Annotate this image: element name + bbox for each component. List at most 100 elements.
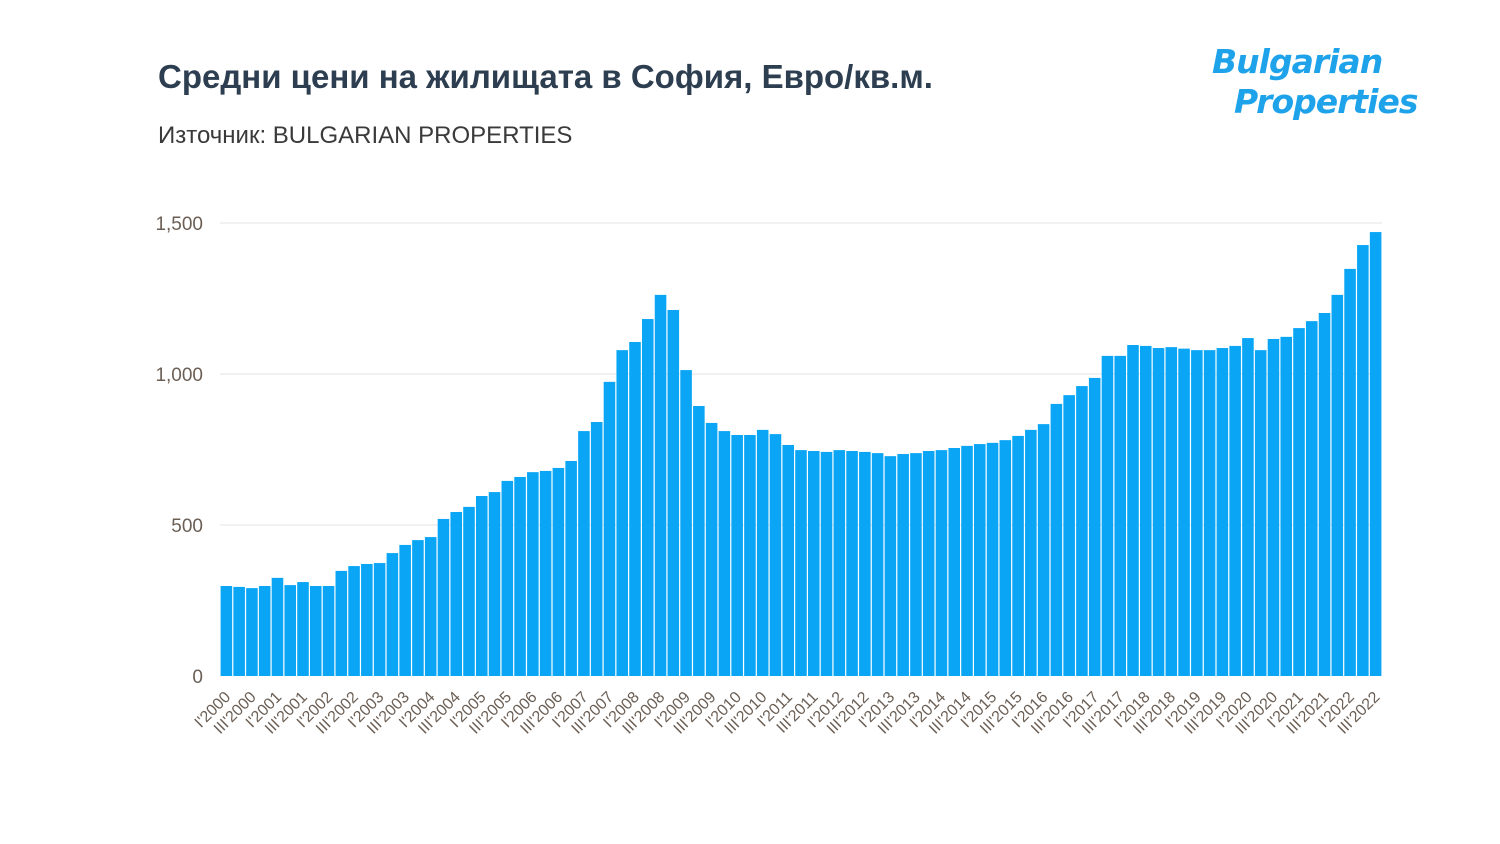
y-tick-label: 1,000 <box>155 365 203 386</box>
bar <box>450 512 463 676</box>
bar <box>335 570 348 676</box>
bar <box>322 586 335 676</box>
bar <box>603 381 616 676</box>
bar <box>578 431 590 676</box>
bar <box>1254 350 1267 676</box>
bar <box>590 422 603 676</box>
bar <box>1344 268 1356 676</box>
bar <box>986 442 999 676</box>
bar <box>897 454 909 676</box>
bar <box>1178 348 1190 676</box>
bar <box>1267 338 1280 676</box>
bar <box>922 451 935 676</box>
bar <box>552 467 565 676</box>
bar <box>859 451 871 676</box>
bar <box>284 585 297 676</box>
logo-line-2: Properties <box>1234 82 1419 121</box>
bar <box>1139 345 1152 676</box>
bar <box>1025 429 1037 676</box>
bar <box>348 566 360 676</box>
bar <box>756 429 769 676</box>
bar <box>373 563 386 676</box>
chart-title: Средни цени на жилищата в София, Евро/кв… <box>158 58 933 95</box>
bar <box>220 586 233 676</box>
bar <box>1012 435 1024 676</box>
bar <box>488 492 501 676</box>
bar <box>463 506 475 676</box>
y-tick-label: 1,500 <box>155 214 203 235</box>
bar <box>361 563 373 676</box>
bar <box>1191 350 1203 676</box>
bar <box>973 444 986 676</box>
bar <box>616 350 629 676</box>
bar <box>1101 355 1114 676</box>
bar <box>961 445 973 676</box>
bar <box>948 447 961 676</box>
bar <box>910 453 922 676</box>
y-tick-label: 500 <box>171 516 203 537</box>
bar <box>641 319 654 676</box>
bar <box>1280 336 1293 676</box>
bar <box>1037 424 1050 676</box>
bar <box>667 309 680 676</box>
bar <box>527 472 539 676</box>
bar <box>1063 395 1075 676</box>
bar <box>1357 245 1369 676</box>
chart-subtitle: Източник: BULGARIAN PROPERTIES <box>158 122 573 149</box>
bar <box>871 453 884 676</box>
bar <box>1331 294 1344 676</box>
bar <box>693 406 705 676</box>
bar <box>999 440 1012 676</box>
bar <box>795 450 807 676</box>
bar <box>539 470 552 676</box>
bar <box>1076 386 1088 676</box>
bar <box>309 586 322 676</box>
bar <box>1152 348 1165 676</box>
bar <box>1216 348 1229 676</box>
logo-line-1: Bulgarian <box>1212 42 1383 81</box>
bar <box>1242 338 1254 676</box>
bar <box>705 422 718 676</box>
bar <box>399 544 411 676</box>
bar <box>718 431 731 676</box>
bar <box>846 451 858 676</box>
bar <box>833 450 846 676</box>
bar <box>782 444 795 676</box>
bar <box>246 588 258 676</box>
bar <box>386 553 399 676</box>
bar <box>680 370 692 676</box>
bar <box>514 476 526 676</box>
bar <box>1127 345 1139 676</box>
bar <box>258 586 271 676</box>
bar <box>565 460 577 676</box>
bar <box>629 341 641 676</box>
bar <box>731 435 743 676</box>
bar <box>1229 345 1241 676</box>
bar <box>1203 350 1216 676</box>
bar <box>1088 377 1101 676</box>
bar <box>297 582 309 676</box>
bar <box>807 451 820 676</box>
bar <box>1369 232 1382 676</box>
bar <box>412 540 424 676</box>
bar <box>271 577 284 676</box>
bar <box>1305 321 1318 676</box>
bar <box>475 496 488 676</box>
bar <box>501 480 514 676</box>
bar <box>1114 355 1127 676</box>
bar <box>1050 403 1063 676</box>
bar <box>1318 312 1331 676</box>
bar <box>233 586 245 676</box>
bar <box>654 294 667 676</box>
bar <box>884 456 897 676</box>
bar <box>424 537 437 676</box>
bar <box>1165 347 1178 676</box>
bar <box>935 450 948 676</box>
bar <box>744 435 756 676</box>
y-tick-label: 0 <box>192 667 203 688</box>
bar <box>820 451 833 676</box>
bar <box>437 518 450 676</box>
bulgarian-properties-logo: Bulgarian Properties <box>1212 44 1442 128</box>
bar <box>1293 328 1305 676</box>
